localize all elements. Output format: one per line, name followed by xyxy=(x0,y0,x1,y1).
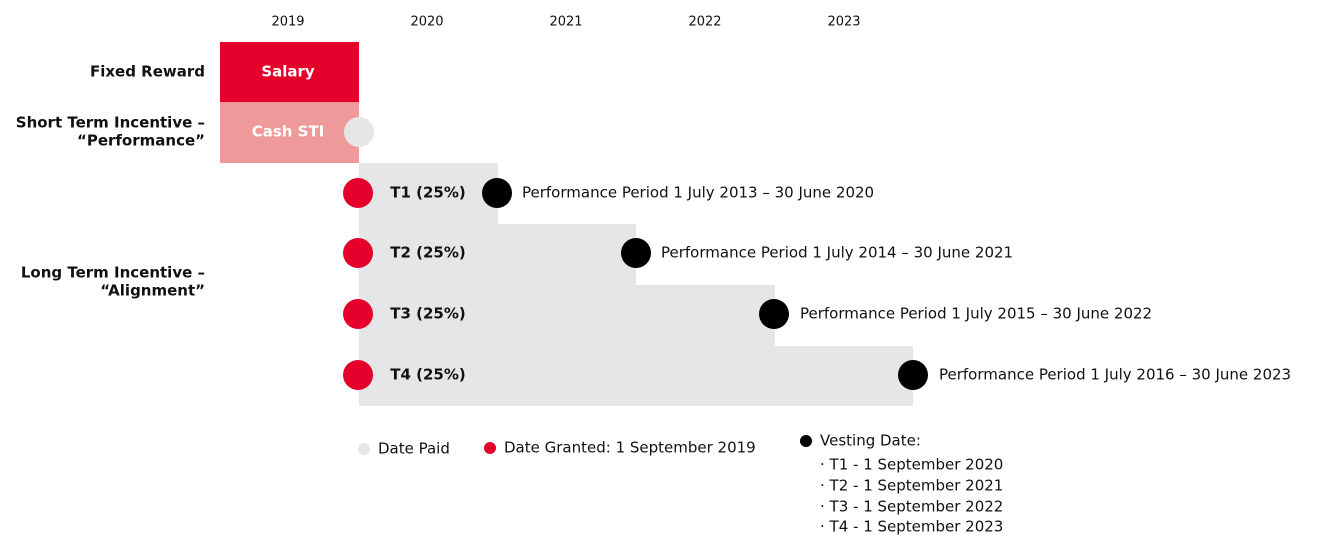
sti-box xyxy=(220,102,359,163)
tranche-name: T3 (25%) xyxy=(390,305,466,323)
vesting-date: · T4 - 1 September 2023 xyxy=(820,518,1003,535)
legend-label: Date Paid xyxy=(378,440,450,458)
legend-label: Date Granted: 1 September 2019 xyxy=(504,439,756,457)
vesting-date: · T1 - 1 September 2020 xyxy=(820,456,1003,474)
legend: Date Paid Date Granted: 1 September 2019… xyxy=(358,432,1003,535)
vesting-dot xyxy=(621,238,651,268)
granted-dot xyxy=(343,299,373,329)
tranche: T3 (25%) Performance Period 1 July 2015 … xyxy=(343,299,1152,329)
tranche-period: Performance Period 1 July 2013 – 30 June… xyxy=(522,184,874,202)
row-label: Fixed Reward xyxy=(90,63,205,81)
tranche-name: T4 (25%) xyxy=(390,366,466,384)
tranche-name: T2 (25%) xyxy=(390,244,466,262)
year: 2019 xyxy=(271,15,304,30)
tranche-name: T1 (25%) xyxy=(390,184,466,202)
legend-dot xyxy=(358,443,370,455)
tranche-period: Performance Period 1 July 2016 – 30 June… xyxy=(939,366,1291,384)
tranche: T4 (25%) Performance Period 1 July 2016 … xyxy=(343,360,1291,390)
lti-staircase xyxy=(359,163,913,406)
paid-dot xyxy=(344,117,374,147)
vesting-dot xyxy=(898,360,928,390)
granted-dot xyxy=(343,178,373,208)
year: 2022 xyxy=(688,15,721,30)
row-label: “Alignment” xyxy=(100,282,205,300)
tranche-period: Performance Period 1 July 2015 – 30 June… xyxy=(800,305,1152,323)
box-label: Cash STI xyxy=(252,123,325,141)
tranche: T2 (25%) Performance Period 1 July 2014 … xyxy=(343,238,1013,268)
vesting-dot xyxy=(759,299,789,329)
vesting-date: · T3 - 1 September 2022 xyxy=(820,498,1003,516)
granted-dot xyxy=(343,238,373,268)
legend-label: Vesting Date: xyxy=(820,432,921,450)
tranche: T1 (25%) Performance Period 1 July 2013 … xyxy=(343,178,874,208)
row-label: Short Term Incentive – xyxy=(16,114,205,132)
row-label: Long Term Incentive – xyxy=(21,264,205,282)
tranche-period: Performance Period 1 July 2014 – 30 June… xyxy=(661,244,1013,262)
box-label: Salary xyxy=(261,63,315,81)
row-label: “Performance” xyxy=(77,132,205,150)
year: 2023 xyxy=(827,15,860,30)
year: 2020 xyxy=(410,15,443,30)
year: 2021 xyxy=(549,15,582,30)
granted-dot xyxy=(343,360,373,390)
vesting-date: · T2 - 1 September 2021 xyxy=(820,477,1003,495)
legend-dot xyxy=(800,435,812,447)
legend-dot xyxy=(484,442,496,454)
salary-box xyxy=(220,42,359,102)
vesting-dot xyxy=(482,178,512,208)
years: 2019 2020 2021 2022 2023 xyxy=(271,15,860,30)
